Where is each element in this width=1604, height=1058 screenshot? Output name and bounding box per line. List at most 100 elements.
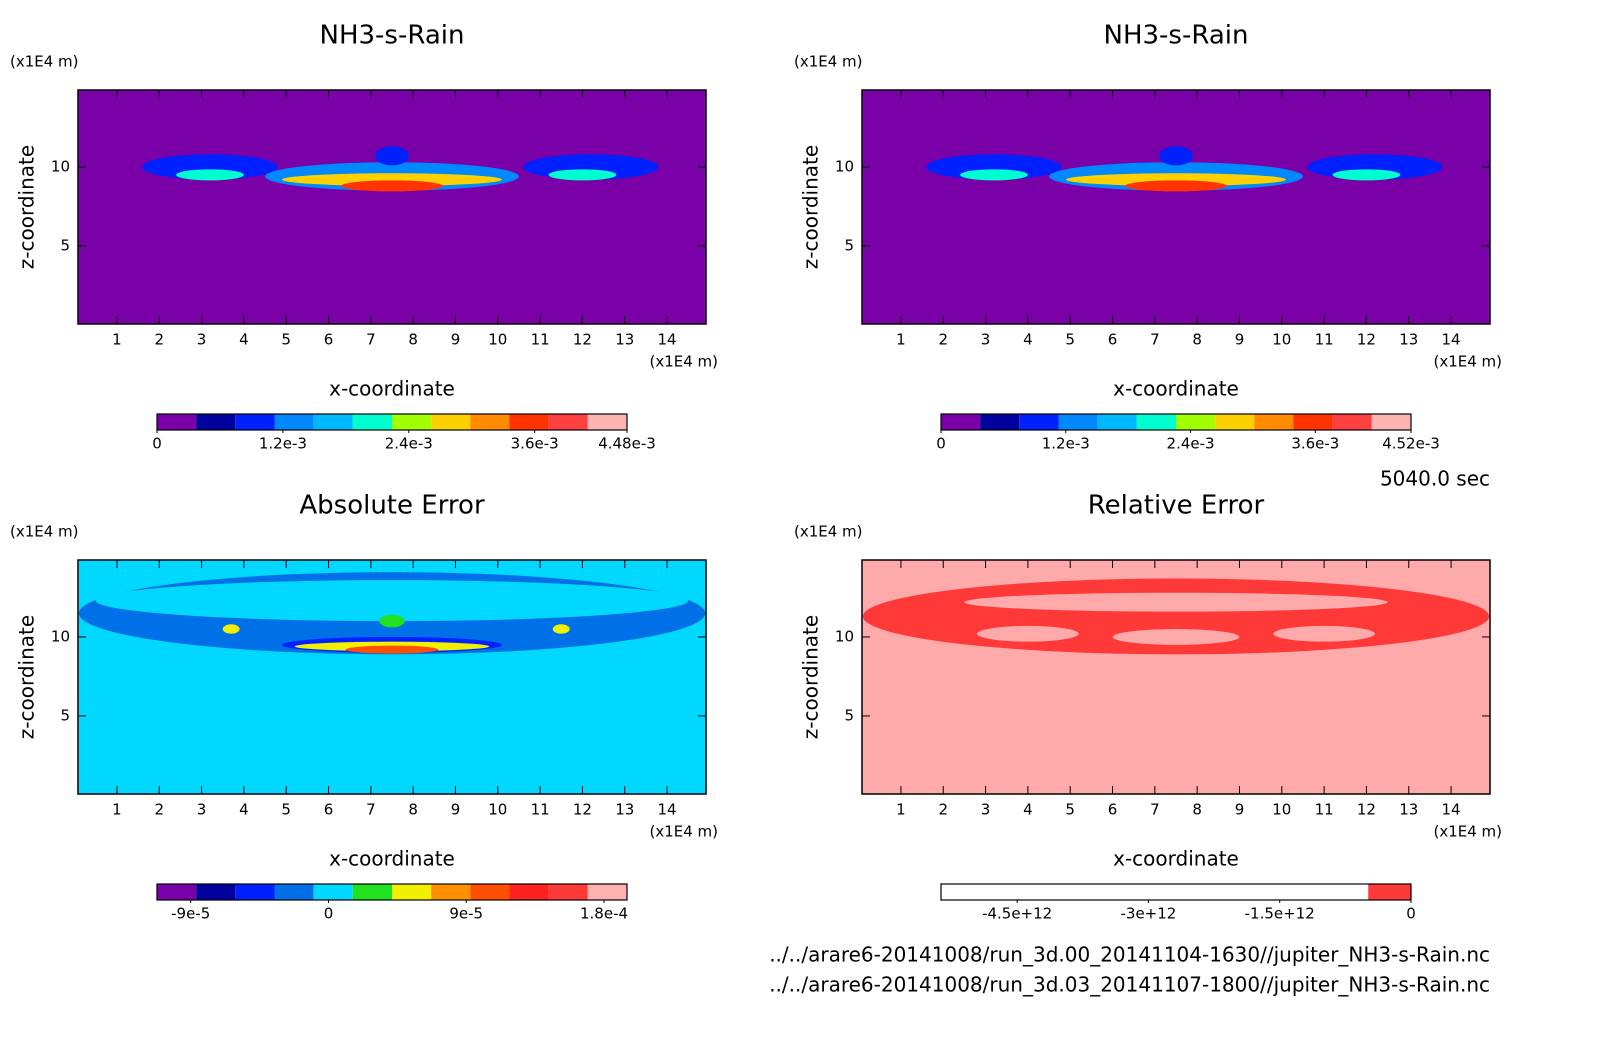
x-tick-label: 8 (408, 801, 418, 819)
x-tick-label: 13 (1399, 801, 1418, 819)
x-tick-label: 12 (573, 801, 592, 819)
time-label: 5040.0 sec (1380, 467, 1490, 491)
panel-title: Absolute Error (299, 491, 485, 521)
x-tick-label: 4 (1023, 331, 1033, 349)
x-unit: (x1E4 m) (1433, 823, 1502, 841)
colorbar-segment (431, 414, 471, 430)
contour-region (977, 625, 1079, 642)
colorbar-tick-label: 4.48e-3 (598, 435, 656, 453)
colorbar-segment (983, 884, 1027, 900)
contour-features (78, 572, 706, 655)
colorbar-segment (1111, 884, 1155, 900)
colorbar-tick-label: 0 (1406, 905, 1416, 923)
colorbar-segment (1154, 884, 1198, 900)
colorbar-tick-label: 0 (152, 435, 162, 453)
x-axis-label: x-coordinate (1113, 377, 1239, 401)
colorbar-segment (1293, 414, 1333, 430)
x-tick-label: 6 (324, 801, 334, 819)
colorbar-segment (1019, 414, 1059, 430)
colorbar-tick-label: 0 (936, 435, 946, 453)
contour-region (375, 146, 409, 166)
x-tick-label: 2 (938, 331, 948, 349)
contour-region (1273, 625, 1375, 642)
colorbar-tick-label: -1.5e+12 (1245, 905, 1315, 923)
colorbar-segment (1368, 884, 1411, 900)
x-tick-label: 5 (281, 331, 291, 349)
x-tick-label: 3 (981, 801, 991, 819)
x-unit: (x1E4 m) (1433, 353, 1502, 371)
x-tick-label: 9 (1235, 331, 1245, 349)
y-unit: (x1E4 m) (794, 523, 863, 541)
x-tick-label: 9 (451, 801, 461, 819)
x-tick-label: 13 (615, 331, 634, 349)
x-tick-label: 7 (1150, 331, 1160, 349)
x-tick-label: 5 (1065, 331, 1075, 349)
y-tick-label: 10 (51, 627, 70, 645)
x-tick-label: 10 (488, 331, 507, 349)
contour-region (926, 154, 1062, 180)
colorbar-segment (235, 414, 275, 430)
colorbar-segment (1197, 884, 1241, 900)
colorbar-tick-label: 3.6e-3 (511, 435, 559, 453)
y-unit: (x1E4 m) (794, 53, 863, 71)
colorbar-tick-label: 9e-5 (449, 905, 483, 923)
x-tick-label: 2 (154, 801, 164, 819)
y-tick-label: 10 (835, 157, 854, 175)
x-tick-label: 7 (1150, 801, 1160, 819)
x-tick-label: 10 (1272, 331, 1291, 349)
colorbar-segment (1332, 414, 1372, 430)
colorbar-segment (235, 884, 275, 900)
contour-field (78, 90, 706, 324)
x-tick-label: 14 (658, 331, 677, 349)
y-axis-label: z-coordinate (799, 145, 823, 269)
contour-region (552, 624, 570, 634)
colorbar-segment (1240, 884, 1283, 900)
y-axis-label: z-coordinate (15, 145, 39, 269)
x-tick-label: 1 (896, 801, 906, 819)
colorbar-tick-label: 2.4e-3 (1167, 435, 1215, 453)
x-tick-label: 9 (1235, 801, 1245, 819)
y-axis-label: z-coordinate (15, 615, 39, 739)
y-unit: (x1E4 m) (10, 53, 79, 71)
colorbar-tick-label: -9e-5 (171, 905, 210, 923)
colorbar-segment (1325, 884, 1369, 900)
y-tick-label: 10 (835, 627, 854, 645)
x-tick-label: 4 (239, 801, 249, 819)
colorbar-segment (313, 414, 353, 430)
colorbar-segment (1371, 414, 1411, 430)
colorbar-segment (1215, 414, 1255, 430)
contour-region (1159, 146, 1193, 166)
colorbar-segment (509, 414, 549, 430)
x-tick-label: 3 (197, 801, 207, 819)
contour-region (379, 614, 405, 628)
colorbar-segment (157, 414, 197, 430)
x-tick-label: 8 (1192, 331, 1202, 349)
contour-region (95, 580, 689, 622)
panel-title: NH3-s-Rain (1104, 21, 1249, 51)
x-tick-label: 13 (615, 801, 634, 819)
colorbar-segment (392, 414, 432, 430)
colorbar-frame (940, 413, 1412, 431)
colorbar-segment (1026, 884, 1070, 900)
contour-features (862, 578, 1490, 655)
colorbar-segment (470, 884, 510, 900)
x-tick-label: 14 (1442, 801, 1461, 819)
x-tick-label: 12 (1357, 801, 1376, 819)
colorbar-segment (1254, 414, 1294, 430)
colorbar-tick-label: -3e+12 (1121, 905, 1177, 923)
colorbar-segment (587, 414, 627, 430)
x-axis-label: x-coordinate (1113, 847, 1239, 871)
colorbar-tick-label: -4.5e+12 (982, 905, 1052, 923)
colorbar-segment (352, 414, 392, 430)
x-tick-label: 10 (488, 801, 507, 819)
colorbar-frame (940, 883, 1412, 901)
colorbar-segment (509, 884, 549, 900)
x-tick-label: 14 (658, 801, 677, 819)
plot-frame (77, 559, 707, 795)
x-unit: (x1E4 m) (649, 353, 718, 371)
colorbar-segment (196, 884, 236, 900)
x-tick-label: 3 (197, 331, 207, 349)
x-axis-label: x-coordinate (329, 847, 455, 871)
contour-region (1065, 173, 1287, 186)
